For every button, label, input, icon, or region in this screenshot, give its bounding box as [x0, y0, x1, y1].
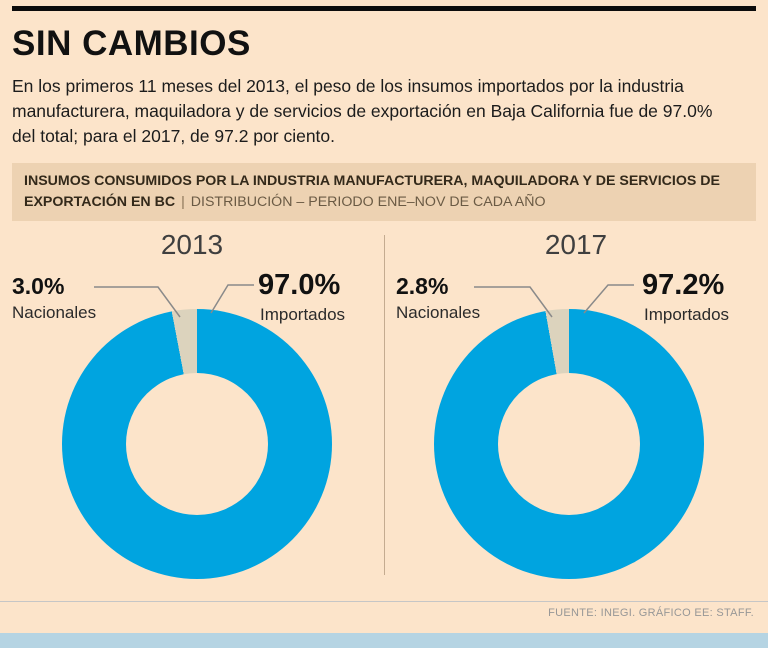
importados-percent: 97.2% [642, 269, 725, 302]
importados-label: Importados [644, 305, 730, 325]
importados-callout-line [583, 284, 634, 314]
band-title: INSUMOS CONSUMIDOS POR LA INDUSTRIA MANU… [24, 172, 721, 210]
page-title: SIN CAMBIOS [12, 24, 251, 63]
nacionales-percent: 3.0% [12, 273, 65, 300]
chart-year-label: 2017 [544, 229, 608, 261]
donut-chart-2017: 2017 2.8% Nacionales 97.2% Importados [384, 225, 768, 593]
chart-header-band: INSUMOS CONSUMIDOS POR LA INDUSTRIA MANU… [12, 162, 756, 222]
importados-percent: 97.0% [258, 269, 341, 302]
nacionales-label: Nacionales [396, 303, 481, 323]
footer-rule [0, 601, 768, 603]
importados-callout-line [210, 284, 254, 314]
charts-area: 2013 3.0% Nacionales 97.0% Importados 20… [0, 225, 768, 593]
band-separator: | [181, 193, 185, 210]
chart-year-label: 2013 [160, 229, 224, 261]
nacionales-label: Nacionales [12, 303, 97, 323]
top-black-bar [12, 6, 756, 11]
bottom-blue-strip [0, 633, 768, 648]
source-credit: FUENTE: INEGI. GRÁFICO EE: STAFF. [548, 607, 754, 620]
donut-ring-2017 [434, 309, 704, 580]
donut-hole [126, 373, 268, 516]
donut-chart-2013: 2013 3.0% Nacionales 97.0% Importados [0, 225, 384, 593]
page-subtitle: En los primeros 11 meses del 2013, el pe… [12, 76, 713, 146]
importados-label: Importados [260, 305, 346, 325]
donut-hole [498, 373, 640, 516]
donut-ring-2013 [62, 309, 332, 580]
nacionales-percent: 2.8% [396, 273, 449, 300]
chart-divider-line [384, 235, 385, 576]
band-subtitle: DISTRIBUCIÓN – PERIODO ENE–NOV DE CADA A… [190, 193, 546, 210]
